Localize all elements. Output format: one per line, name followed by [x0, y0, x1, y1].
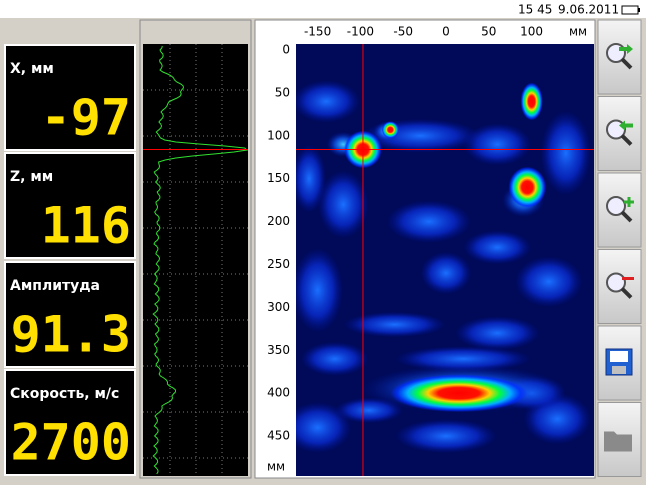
readout-label: Скорость, м/с: [10, 386, 119, 402]
zoom-out-arrow-button[interactable]: [597, 96, 642, 171]
intensity-patch: [300, 341, 369, 376]
battery-icon: [621, 5, 640, 15]
z-tick-label: 350: [267, 343, 290, 357]
intensity-patch: [463, 122, 532, 166]
readout-panel: [4, 369, 136, 476]
intensity-patch: [343, 311, 447, 338]
intensity-patch: [514, 255, 583, 308]
intensity-patch: [296, 80, 361, 123]
plus: [624, 197, 634, 207]
intensity-patch: [296, 247, 344, 334]
magnifier-handle: [620, 134, 633, 146]
magnifier-handle: [620, 210, 633, 223]
z-tick-label: 250: [267, 257, 290, 271]
tomogram: [296, 44, 594, 476]
readout-label: X, мм: [10, 61, 54, 77]
open-button[interactable]: [597, 402, 642, 477]
intensity-patch: [317, 170, 369, 239]
reflector: [390, 374, 528, 413]
readout-value: -97: [41, 89, 131, 147]
x-tick-label: -100: [347, 25, 374, 39]
floppy-label: [610, 351, 628, 362]
x-tick-label: 0: [442, 25, 450, 39]
magnifier-lens: [606, 272, 626, 293]
intensity-patch: [394, 418, 498, 454]
magnifier-handle: [620, 287, 633, 299]
status-bar: [0, 0, 646, 18]
z-tick-label: 400: [267, 386, 290, 400]
intensity-patch: [463, 230, 532, 265]
z-tick-label: 100: [267, 128, 290, 142]
z-tick-label: 450: [267, 429, 290, 443]
arrow: [619, 120, 633, 131]
intensity-patch: [386, 200, 472, 244]
zoom-plus-button[interactable]: [597, 172, 642, 248]
intensity-patch: [454, 316, 541, 351]
reflector: [508, 166, 547, 208]
magnifier-handle: [620, 57, 633, 70]
readout-value: 116: [41, 197, 131, 255]
intensity-patch: [296, 144, 327, 213]
z-tick-label: 0: [282, 43, 290, 57]
a-scan-trace: [152, 45, 249, 475]
magnifier-lens: [606, 196, 626, 216]
floppy-shutter: [612, 366, 626, 374]
readout-label: Амплитуда: [10, 278, 100, 294]
z-tick-label: 150: [267, 171, 290, 185]
readout-value: 91.3: [11, 306, 131, 364]
readout-label: Z, мм: [10, 169, 53, 185]
readout-panel: [4, 152, 136, 259]
arrow: [619, 44, 633, 54]
intensity-patch: [420, 251, 472, 295]
x-tick-label: 100: [520, 25, 543, 39]
readout-panel: [4, 44, 136, 151]
readout-panel: [4, 261, 136, 368]
a-scan-grid: [143, 44, 248, 476]
status-time: 15 45: [518, 3, 552, 17]
intensity-patch: [394, 346, 532, 372]
z-tick-label: 300: [267, 300, 290, 314]
zoom-minus-button[interactable]: [597, 249, 642, 324]
status-date: 9.06.2011: [558, 3, 619, 17]
readout-value: 2700: [11, 414, 131, 472]
reflector: [520, 82, 543, 121]
zoom-in-arrow-button[interactable]: [597, 19, 642, 95]
z-tick-label: 200: [267, 214, 290, 228]
reflector: [381, 121, 399, 139]
save-button[interactable]: [597, 325, 642, 401]
x-tick-label: -50: [393, 25, 413, 39]
x-tick-label: -150: [304, 25, 331, 39]
folder: [604, 431, 632, 452]
z-unit: мм: [267, 460, 285, 474]
x-tick-label: 50: [481, 25, 496, 39]
z-tick-label: 50: [275, 85, 290, 99]
x-unit: мм: [569, 25, 587, 39]
intensity-patch: [540, 110, 592, 196]
